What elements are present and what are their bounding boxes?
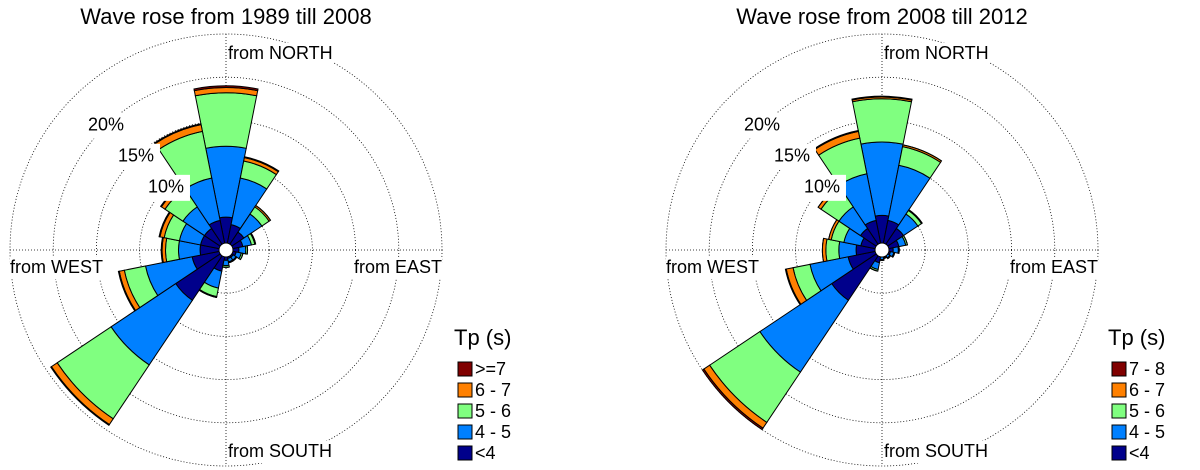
legend-label: 6 - 7 [1129,380,1165,400]
legend-swatch [1111,424,1127,440]
sector-segment [239,253,244,260]
legend-title: Tp (s) [1108,325,1165,350]
label-background [228,441,334,463]
sector-segment [784,268,802,306]
r-tick-label: 15% [118,146,154,166]
label-background [10,257,116,279]
legend-label: 6 - 7 [475,380,511,400]
r-tick-label: 10% [804,177,840,197]
sector-segment [117,270,137,312]
sector-segment [158,211,171,238]
legend-swatch [457,382,473,398]
label-background [884,43,990,65]
sector-segment [243,156,280,173]
direction-label: from EAST [1010,257,1098,277]
direction-label: from NORTH [884,43,989,63]
legend-swatch [1111,403,1127,419]
sector-segment [255,205,271,221]
sector-segment [851,95,913,101]
legend-label: 5 - 6 [1129,401,1165,421]
legend-label: <4 [1129,443,1150,463]
direction-label: from WEST [666,257,759,277]
legend-label: 7 - 8 [1129,359,1165,379]
sector-segment [50,365,111,426]
sector-segment [903,235,908,246]
legend-label: 4 - 5 [1129,422,1165,442]
legend-swatch [457,361,473,377]
direction-label: from EAST [354,257,442,277]
legend-label: 5 - 6 [475,401,511,421]
sector-segment [892,252,896,258]
label-background [141,174,190,201]
legend-title: Tp (s) [454,325,511,350]
sector-segment [828,219,838,240]
sector-segment [851,98,913,145]
sector-segment [813,129,859,151]
r-tick-label: 15% [774,146,810,166]
chart-title: Wave rose from 1989 till 2008 [80,4,371,29]
sector-segment [165,237,180,263]
label-background [81,112,130,139]
label-background [666,257,772,279]
legend-label: >=7 [475,359,506,379]
grid-ring [708,76,1056,424]
label-background [228,43,334,65]
label-background [767,143,816,170]
sector-segment [193,85,259,92]
r-tick-label: 10% [148,177,184,197]
sector-segment [250,232,257,245]
label-background [884,441,990,463]
label-background [992,257,1098,279]
direction-label: from SOUTH [884,441,988,461]
sector-segment [908,209,923,224]
legend-label: <4 [475,443,496,463]
legend-swatch [1111,382,1127,398]
label-background [797,174,846,201]
center-hole [218,242,234,258]
direction-label: from SOUTH [228,441,332,461]
legend-swatch [457,424,473,440]
label-background [111,143,160,170]
r-tick-label: 20% [88,114,124,134]
sector-segment [869,267,878,272]
center-hole [874,242,890,258]
legend-swatch [1111,445,1127,461]
direction-label: from WEST [10,257,103,277]
chart-title: Wave rose from 2008 till 2012 [736,4,1027,29]
legend-swatch [1111,361,1127,377]
legend-swatch [457,403,473,419]
sector-segment [153,123,202,145]
legend-swatch [457,445,473,461]
label-background [737,112,786,139]
grid-ring [52,76,400,424]
sector-segment [825,238,841,262]
legend-label: 4 - 5 [475,422,511,442]
r-tick-label: 20% [744,114,780,134]
sector-segment [883,256,888,259]
sector-segment [701,368,764,431]
sector-segment [160,236,164,264]
label-background [336,257,442,279]
direction-label: from NORTH [228,43,333,63]
